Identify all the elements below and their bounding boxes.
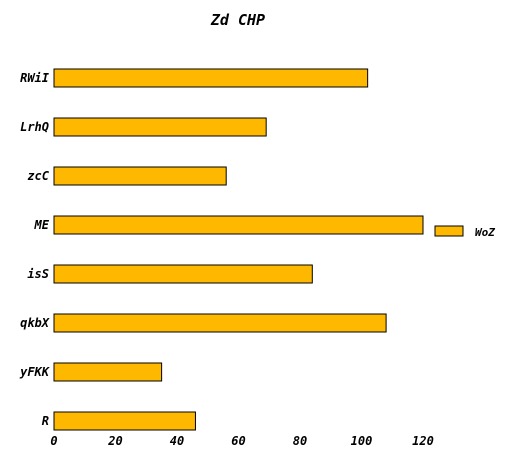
bar-r (53, 411, 196, 431)
legend-swatch (434, 225, 464, 237)
bar-yfkk (53, 362, 163, 382)
x-tick-label-60: 60 (231, 434, 245, 448)
category-label-r: R (42, 414, 49, 428)
category-label-iss: isS (27, 267, 49, 281)
bar-zcc (53, 166, 227, 186)
x-tick-label-100: 100 (351, 434, 373, 448)
x-tick-label-20: 20 (107, 434, 122, 448)
bar-qkbx (53, 313, 387, 333)
bar-lrhq (53, 117, 267, 137)
x-tick-label-40: 40 (170, 434, 184, 448)
x-tick-label-120: 120 (412, 434, 434, 448)
category-label-rwii: RWiI (20, 71, 50, 85)
bar-me (53, 215, 424, 235)
bars-group (53, 68, 424, 431)
x-tick-label-80: 80 (293, 434, 307, 448)
bar-iss (53, 264, 313, 284)
category-label-lrhq: LrhQ (20, 120, 49, 134)
x-tick-label-0: 0 (50, 434, 57, 448)
chart-title: Zd CHP (210, 11, 265, 29)
bar-rwii (53, 68, 369, 88)
category-label-zcc: zcC (27, 169, 49, 183)
category-label-me: ME (34, 218, 50, 232)
x-tick-labels: 0 20 40 60 80 100 120 (50, 434, 433, 448)
category-labels: RWiI LrhQ zcC ME isS qkbX yFKK R (19, 71, 51, 428)
legend: WoZ (434, 225, 495, 239)
category-label-yfkk: yFKK (19, 365, 51, 379)
category-label-qkbx: qkbX (20, 316, 50, 330)
legend-label-woz: WoZ (475, 226, 495, 239)
